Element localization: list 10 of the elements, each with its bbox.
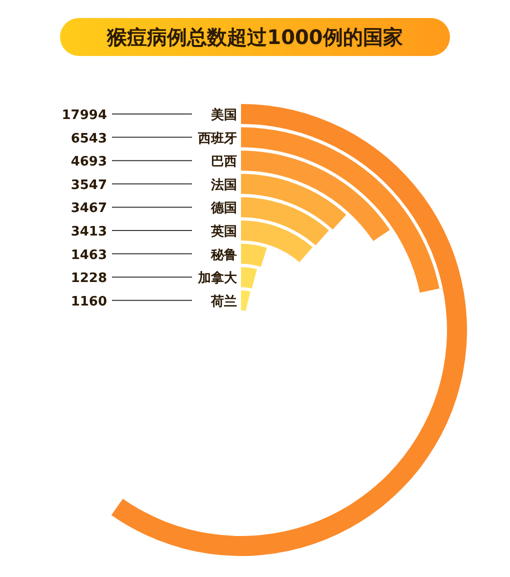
data-label: 3547 <box>70 178 107 193</box>
data-label: 4693 <box>70 154 107 170</box>
data-label: 3467 <box>70 201 107 216</box>
data-label: 1463 <box>70 248 107 263</box>
text: 猴痘病例总数超过1000例的国家 <box>106 25 403 49</box>
data-label: 6543 <box>70 131 107 146</box>
data-label: 17994 <box>62 108 107 123</box>
data-label: 1228 <box>70 271 107 286</box>
data-label: 3413 <box>70 224 107 240</box>
data-label: 1160 <box>70 294 107 310</box>
